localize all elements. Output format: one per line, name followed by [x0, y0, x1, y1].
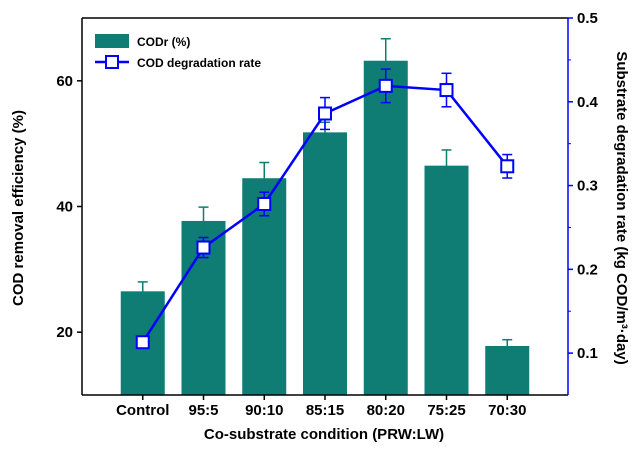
bar-4 — [363, 60, 408, 396]
x-tick-label-5: 75:25 — [427, 402, 465, 419]
y-right-tick-label-4: 0.5 — [577, 10, 598, 27]
x-tick-label-0: Control — [116, 402, 169, 419]
y-axis-right-title: Substrate degradation rate (kg COD/m³·da… — [613, 51, 630, 364]
legend-line-label: COD degradation rate — [137, 56, 261, 70]
x-tick-label-2: 90:10 — [245, 402, 283, 419]
y-right-tick-label-3: 0.4 — [577, 94, 599, 111]
y-left-tick-label-1: 40 — [56, 199, 73, 216]
x-axis-title: Co-substrate condition (PRW:LW) — [204, 426, 444, 443]
x-tick-label-3: 85:15 — [306, 402, 344, 419]
y-right-tick-label-0: 0.1 — [577, 345, 598, 362]
line-layer — [135, 68, 515, 350]
axes-layer: Control 95:5 90:10 85:15 80:20 75:25 70:30 20 40… — [56, 10, 598, 419]
y-right-tick-label-1: 0.2 — [577, 261, 598, 278]
x-tick-label-4: 80:20 — [367, 402, 405, 419]
bar-3 — [303, 132, 347, 395]
line-point-1 — [196, 240, 211, 255]
bars-layer — [120, 37, 530, 396]
legend-bar-swatch — [95, 34, 129, 48]
bar-6 — [485, 345, 530, 395]
y-left-tick-label-2: 60 — [56, 73, 73, 90]
line-point-5 — [439, 83, 454, 98]
line-point-4 — [378, 78, 393, 93]
bar-5 — [424, 165, 469, 395]
x-tick-label-6: 70:30 — [488, 402, 526, 419]
y-axis-left-title: COD removal efficiency (%) — [10, 110, 27, 306]
line-point-2 — [257, 196, 272, 211]
y-right-tick-label-2: 0.3 — [577, 178, 598, 195]
legend-line-marker — [105, 55, 119, 69]
x-tick-label-1: 95:5 — [188, 402, 218, 419]
legend: CODr (%) COD degradation rate — [95, 34, 261, 70]
legend-bar-label: CODr (%) — [137, 35, 190, 49]
line-point-0 — [135, 335, 150, 350]
line-point-3 — [318, 106, 332, 121]
y-left-tick-label-0: 20 — [56, 324, 73, 341]
line-point-6 — [500, 159, 515, 174]
